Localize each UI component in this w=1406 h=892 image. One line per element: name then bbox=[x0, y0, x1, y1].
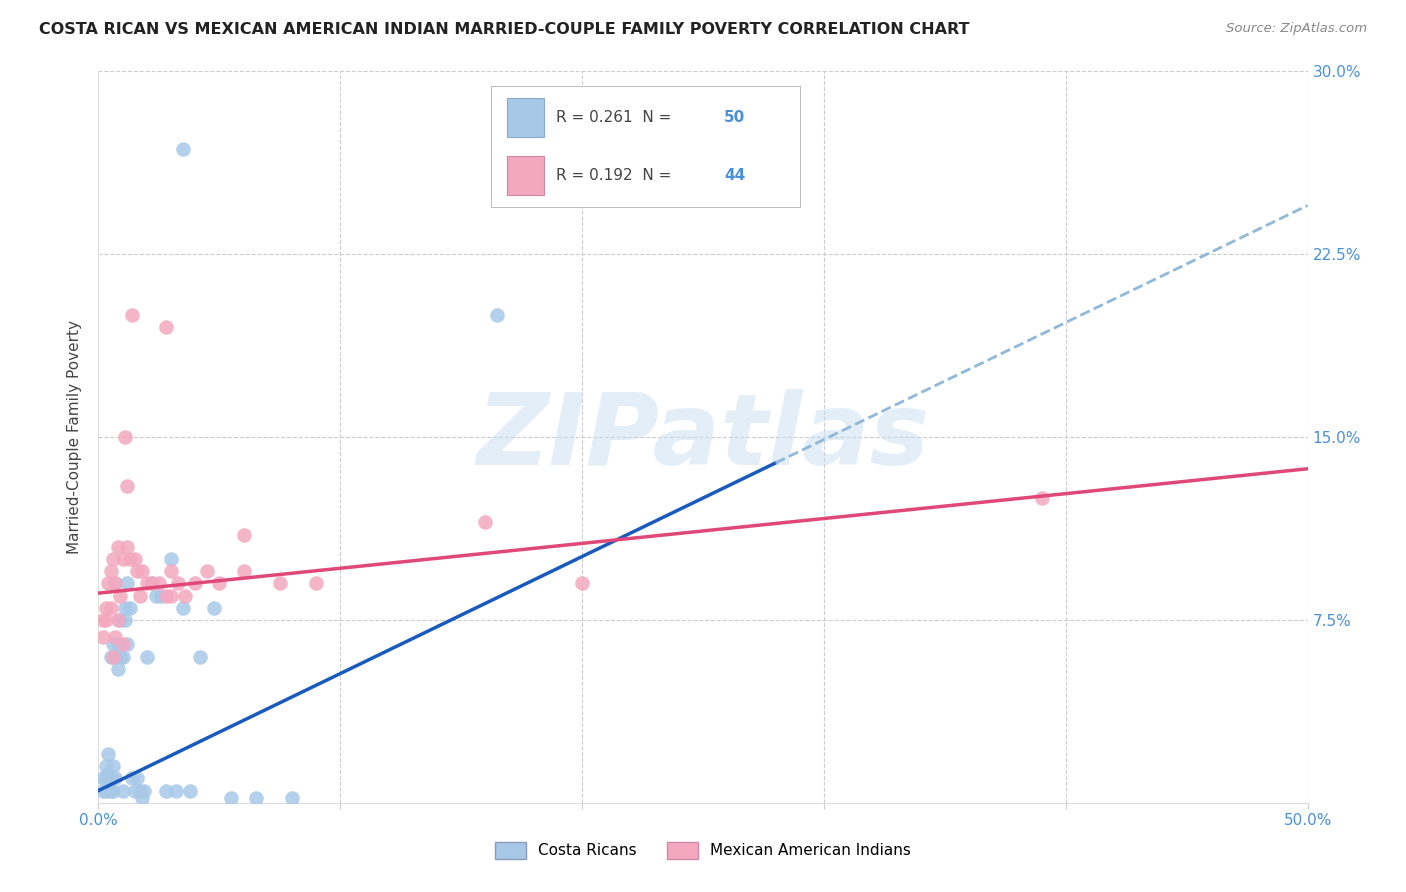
Point bbox=[100, 783, 122, 797]
Point bbox=[101, 759, 124, 773]
Text: COSTA RICAN VS MEXICAN AMERICAN INDIAN MARRIED-COUPLE FAMILY POVERTY CORRELATION: COSTA RICAN VS MEXICAN AMERICAN INDIAN M… bbox=[39, 22, 970, 37]
Point bbox=[111, 649, 134, 664]
Point bbox=[104, 630, 127, 644]
Point bbox=[131, 791, 153, 805]
Point bbox=[155, 589, 177, 603]
Point bbox=[118, 552, 141, 566]
Point bbox=[94, 783, 117, 797]
Point bbox=[97, 766, 120, 780]
Point bbox=[111, 783, 134, 797]
Point bbox=[117, 576, 139, 591]
Point bbox=[281, 791, 304, 805]
Text: Source: ZipAtlas.com: Source: ZipAtlas.com bbox=[1226, 22, 1367, 36]
Point bbox=[101, 552, 124, 566]
Point bbox=[101, 649, 124, 664]
Point bbox=[124, 552, 146, 566]
Point bbox=[172, 600, 194, 615]
Point bbox=[245, 791, 267, 805]
Point bbox=[91, 772, 114, 786]
Point bbox=[101, 637, 124, 651]
Point bbox=[97, 776, 120, 790]
Point bbox=[188, 649, 211, 664]
Point bbox=[94, 759, 117, 773]
Point bbox=[114, 600, 136, 615]
Point bbox=[150, 589, 173, 603]
Point bbox=[100, 600, 122, 615]
Point bbox=[107, 613, 129, 627]
Point bbox=[221, 791, 243, 805]
Point bbox=[100, 564, 122, 578]
Point bbox=[232, 564, 254, 578]
Legend: Costa Ricans, Mexican American Indians: Costa Ricans, Mexican American Indians bbox=[489, 836, 917, 864]
Point bbox=[135, 649, 157, 664]
Point bbox=[165, 783, 187, 797]
Point bbox=[269, 576, 291, 591]
Point bbox=[204, 600, 226, 615]
Point bbox=[114, 613, 136, 627]
Point bbox=[208, 576, 231, 591]
Point bbox=[134, 783, 156, 797]
Point bbox=[179, 783, 201, 797]
Point bbox=[94, 600, 117, 615]
Point bbox=[108, 613, 131, 627]
Point bbox=[160, 564, 183, 578]
Point bbox=[486, 308, 509, 322]
Point bbox=[195, 564, 218, 578]
Point bbox=[135, 576, 157, 591]
Point bbox=[100, 649, 122, 664]
Point bbox=[104, 649, 127, 664]
Point bbox=[474, 516, 496, 530]
Point bbox=[108, 589, 131, 603]
Point bbox=[232, 527, 254, 541]
Point bbox=[91, 630, 114, 644]
Point bbox=[131, 564, 153, 578]
Point bbox=[127, 772, 149, 786]
Point bbox=[97, 576, 120, 591]
Text: ZIPatlas: ZIPatlas bbox=[477, 389, 929, 485]
Point bbox=[91, 613, 114, 627]
Point bbox=[174, 589, 197, 603]
Point bbox=[107, 662, 129, 676]
Point bbox=[121, 772, 143, 786]
Point bbox=[111, 552, 134, 566]
Point bbox=[141, 576, 163, 591]
Point bbox=[160, 552, 183, 566]
Point bbox=[91, 783, 114, 797]
Point bbox=[111, 637, 134, 651]
Point bbox=[121, 308, 143, 322]
Point bbox=[118, 600, 141, 615]
Point bbox=[94, 613, 117, 627]
Point bbox=[100, 772, 122, 786]
Point bbox=[108, 649, 131, 664]
Point bbox=[172, 142, 194, 156]
Point bbox=[114, 430, 136, 444]
Point bbox=[155, 783, 177, 797]
Point bbox=[107, 540, 129, 554]
Point bbox=[184, 576, 207, 591]
Point bbox=[155, 320, 177, 334]
Point bbox=[128, 783, 150, 797]
Point bbox=[167, 576, 190, 591]
Point bbox=[97, 747, 120, 761]
Point bbox=[571, 576, 593, 591]
Point bbox=[124, 783, 146, 797]
Point bbox=[1031, 491, 1053, 505]
Point bbox=[101, 783, 124, 797]
Point bbox=[148, 576, 170, 591]
Y-axis label: Married-Couple Family Poverty: Married-Couple Family Poverty bbox=[67, 320, 83, 554]
Point bbox=[94, 772, 117, 786]
Point bbox=[107, 637, 129, 651]
Point bbox=[305, 576, 328, 591]
Point bbox=[104, 772, 127, 786]
Point bbox=[104, 576, 127, 591]
Point bbox=[117, 540, 139, 554]
Point bbox=[117, 479, 139, 493]
Point bbox=[160, 589, 183, 603]
Point bbox=[104, 576, 127, 591]
Point bbox=[141, 576, 163, 591]
Point bbox=[145, 589, 167, 603]
Point bbox=[127, 564, 149, 578]
Point bbox=[128, 589, 150, 603]
Point bbox=[117, 637, 139, 651]
